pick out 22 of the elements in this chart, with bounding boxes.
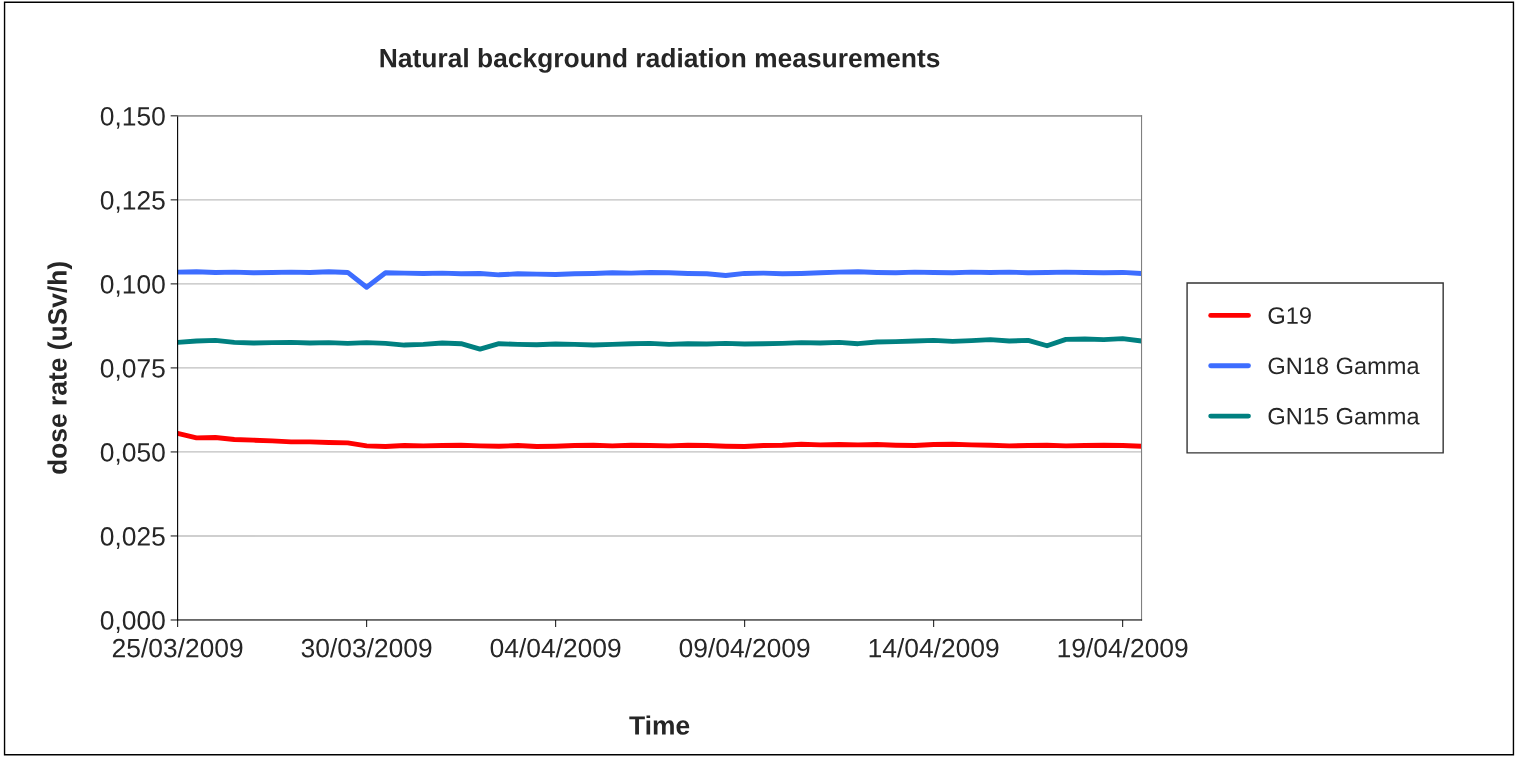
legend-label: GN15 Gamma [1268, 407, 1420, 425]
y-tick-label: 0,150 [100, 106, 165, 129]
line-series [177, 336, 1142, 352]
line-series [177, 269, 1142, 290]
line-series [177, 431, 1142, 449]
x-tick-label: 04/04/2009 [490, 638, 621, 658]
y-tick-label: 0,125 [100, 190, 165, 213]
legend-label: G19 [1268, 307, 1311, 324]
x-tick-label: 14/04/2009 [869, 638, 999, 658]
y-tick-label: 0,025 [100, 527, 165, 549]
chart-title: Natural background radiation measurements [380, 48, 940, 73]
y-tick-label: 0,075 [100, 359, 165, 381]
x-tick-label: 30/03/2009 [301, 638, 432, 658]
y-axis-title: dose rate (uSv/h) [47, 262, 72, 474]
y-tick-label: 0,050 [100, 443, 165, 465]
x-tick-label: 19/04/2009 [1058, 638, 1188, 658]
x-axis-title: Time [629, 715, 690, 735]
legend-label: GN18 Gamma [1268, 357, 1420, 375]
x-tick-label: 25/03/2009 [112, 638, 243, 658]
y-tick-label: 0,100 [100, 275, 165, 297]
y-tick-label: 0,000 [100, 611, 165, 633]
x-tick-label: 09/04/2009 [679, 638, 810, 658]
